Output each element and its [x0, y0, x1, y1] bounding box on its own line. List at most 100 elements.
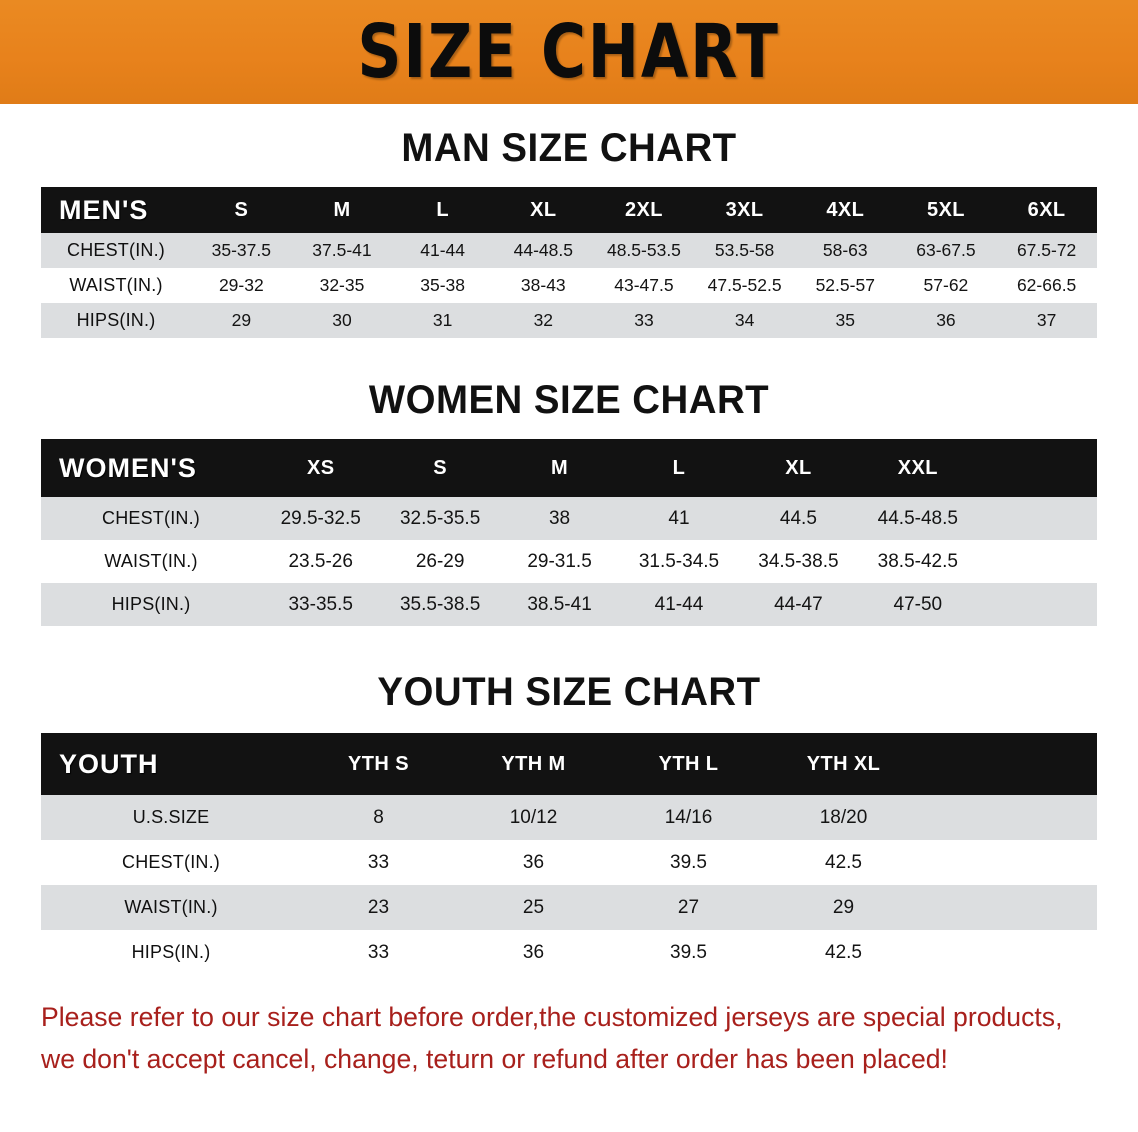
women-size-table: WOMEN'S XS S M L XL XXL CHEST(IN.) 29.5-… [41, 439, 1097, 626]
man-table-body: CHEST(IN.) 35-37.5 37.5-41 41-44 44-48.5… [41, 233, 1097, 338]
women-waist-s: 26-29 [415, 550, 465, 572]
table-row: WAIST(IN.) 23 25 27 29 [41, 885, 1097, 930]
man-chest-2xl: 48.5-53.5 [606, 240, 681, 260]
man-row-label-hips: HIPS(IN.) [76, 310, 156, 330]
youth-waist-s: 23 [367, 896, 390, 918]
man-hips-2xl: 33 [634, 310, 654, 330]
man-table-head: MEN'S S M L XL 2XL 3XL 4XL 5XL 6XL [41, 187, 1097, 233]
man-chest-5xl: 63-67.5 [916, 240, 976, 260]
women-spacer-cell [978, 583, 1097, 626]
man-row-label-chest: CHEST(IN.) [67, 240, 165, 260]
youth-table-wrapper: YOUTH YTH S YTH M YTH L YTH XL U.S.SIZE … [41, 733, 1097, 975]
man-waist-l: 35-38 [420, 275, 466, 295]
man-waist-s: 29-32 [218, 275, 264, 295]
youth-waist-l: 27 [677, 896, 700, 918]
women-row-label-waist: WAIST(IN.) [104, 551, 198, 571]
man-header-row: MEN'S S M L XL 2XL 3XL 4XL 5XL 6XL [41, 187, 1097, 233]
youth-hips-l: 39.5 [670, 941, 707, 963]
disclaimer-line-1: Please refer to our size chart before or… [41, 1002, 1063, 1032]
man-col-header-2xl: 2XL [625, 198, 663, 221]
man-hips-xl: 32 [533, 310, 554, 330]
women-col-header-m: M [551, 456, 569, 479]
youth-col-header-xl: YTH XL [806, 752, 881, 775]
women-waist-l: 31.5-34.5 [638, 550, 720, 572]
man-col-header-s: S [234, 198, 249, 221]
page-banner: SIZE CHART [0, 0, 1138, 104]
women-spacer-cell [978, 439, 1097, 497]
women-spacer-cell [978, 540, 1097, 583]
man-hips-6xl: 37 [1036, 310, 1057, 330]
youth-col-header-l: YTH L [658, 752, 719, 775]
youth-ussize-m: 10/12 [509, 806, 558, 828]
man-chest-m: 37.5-41 [312, 240, 372, 260]
youth-spacer-cell [921, 930, 1097, 975]
disclaimer-line-2: we don't accept cancel, change, teturn o… [41, 1043, 948, 1074]
youth-ussize-xl: 18/20 [819, 806, 868, 828]
youth-corner-label: YOUTH [59, 748, 159, 779]
women-col-header-xl: XL [785, 456, 812, 479]
man-col-header-5xl: 5XL [926, 198, 965, 221]
women-section-title: WOMEN SIZE CHART [368, 378, 770, 422]
women-corner-label: WOMEN'S [59, 452, 197, 483]
youth-row-label-hips: HIPS(IN.) [131, 942, 211, 962]
man-section-title: MAN SIZE CHART [401, 126, 737, 170]
women-chest-xs: 29.5-32.5 [280, 507, 361, 529]
women-col-header-s: S [433, 456, 447, 479]
banner-title: SIZE CHART [357, 9, 781, 95]
women-hips-xs: 33-35.5 [288, 593, 353, 615]
youth-col-header-s: YTH S [348, 752, 409, 775]
women-hips-l: 41-44 [654, 593, 704, 615]
youth-chest-s: 33 [367, 851, 390, 873]
man-chest-l: 41-44 [420, 240, 466, 260]
man-chest-s: 35-37.5 [211, 240, 271, 260]
youth-spacer-cell [921, 733, 1097, 795]
women-chest-xl: 44.5 [779, 507, 817, 529]
table-row: HIPS(IN.) 33-35.5 35.5-38.5 38.5-41 41-4… [41, 583, 1097, 626]
women-header-row: WOMEN'S XS S M L XL XXL [41, 439, 1097, 497]
women-hips-s: 35.5-38.5 [399, 593, 481, 615]
women-col-header-xs: XS [306, 456, 335, 479]
man-hips-s: 29 [231, 310, 252, 330]
man-col-header-m: M [333, 198, 351, 221]
youth-chest-l: 39.5 [670, 851, 707, 873]
youth-header-row: YOUTH YTH S YTH M YTH L YTH XL [41, 733, 1097, 795]
man-hips-4xl: 35 [835, 310, 855, 330]
women-spacer-cell [978, 497, 1097, 540]
man-col-header-l: L [436, 198, 449, 221]
youth-chest-xl: 42.5 [825, 851, 862, 873]
youth-row-label-waist: WAIST(IN.) [124, 897, 218, 917]
table-row: HIPS(IN.) 33 36 39.5 42.5 [41, 930, 1097, 975]
women-waist-xxl: 38.5-42.5 [877, 550, 958, 572]
youth-waist-m: 25 [522, 896, 545, 918]
women-chest-xxl: 44.5-48.5 [877, 507, 958, 529]
women-chest-m: 38 [548, 507, 571, 529]
youth-size-table: YOUTH YTH S YTH M YTH L YTH XL U.S.SIZE … [41, 733, 1097, 975]
man-waist-4xl: 52.5-57 [815, 275, 875, 295]
women-col-header-xxl: XXL [897, 456, 938, 479]
women-row-label-chest: CHEST(IN.) [102, 508, 200, 528]
man-col-header-xl: XL [530, 198, 557, 221]
women-col-header-l: L [672, 456, 686, 479]
man-waist-xl: 38-43 [520, 275, 566, 295]
man-chest-xl: 44-48.5 [513, 240, 573, 260]
youth-spacer-cell [921, 795, 1097, 840]
man-waist-6xl: 62-66.5 [1016, 275, 1077, 295]
man-col-header-6xl: 6XL [1027, 198, 1066, 221]
man-hips-5xl: 36 [936, 310, 956, 330]
youth-col-header-m: YTH M [501, 752, 566, 775]
table-row: CHEST(IN.) 33 36 39.5 42.5 [41, 840, 1097, 885]
youth-spacer-cell [921, 885, 1097, 930]
youth-table-body: U.S.SIZE 8 10/12 14/16 18/20 CHEST(IN.) … [41, 795, 1097, 975]
women-table-head: WOMEN'S XS S M L XL XXL [41, 439, 1097, 497]
women-hips-xxl: 47-50 [893, 593, 943, 615]
man-hips-m: 30 [332, 310, 352, 330]
women-row-label-hips: HIPS(IN.) [111, 594, 191, 614]
women-waist-xs: 23.5-26 [288, 550, 353, 572]
man-waist-5xl: 57-62 [923, 275, 969, 295]
table-row: CHEST(IN.) 29.5-32.5 32.5-35.5 38 41 44.… [41, 497, 1097, 540]
youth-waist-xl: 29 [832, 896, 855, 918]
man-col-header-3xl: 3XL [725, 198, 764, 221]
women-chest-s: 32.5-35.5 [399, 507, 481, 529]
man-waist-3xl: 47.5-52.5 [707, 275, 782, 295]
